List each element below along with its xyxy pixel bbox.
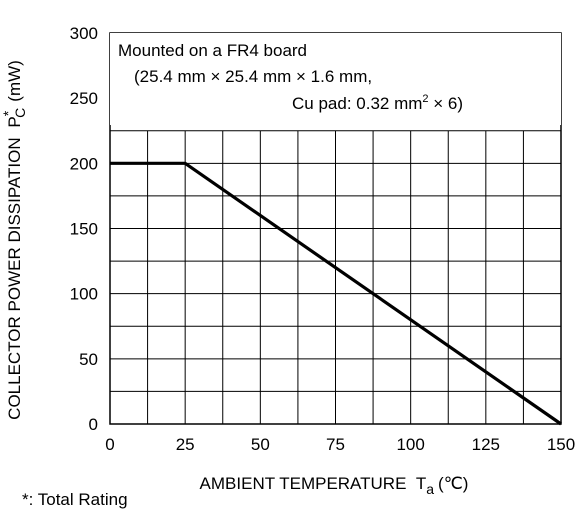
y-tick-label: 200: [70, 154, 98, 173]
annotation-line-3-text: Cu pad: 0.32 mm: [292, 94, 423, 113]
footnote: *: Total Rating: [22, 490, 128, 509]
x-tick-label: 0: [105, 435, 114, 454]
x-tick-label: 100: [396, 435, 424, 454]
x-tick-label: 150: [547, 435, 575, 454]
annotation-line-3: Cu pad: 0.32 mm2 × 6): [292, 91, 463, 117]
y-axis-title: COLLECTOR POWER DISSIPATION P*C (mW): [0, 60, 28, 420]
x-tick-label: 125: [472, 435, 500, 454]
y-axis-symbol: P: [5, 116, 24, 127]
y-tick-label: 50: [79, 350, 98, 369]
y-axis-symbol-sub: C: [12, 108, 28, 118]
annotation-line-3-tail: × 6): [428, 94, 464, 113]
y-tick-label: 300: [70, 24, 98, 43]
y-axis-unit: (mW): [5, 60, 24, 102]
x-tick-label: 75: [326, 435, 345, 454]
x-axis-unit: (℃): [438, 474, 468, 493]
y-axis-symbol-sup: *: [0, 110, 16, 116]
mounting-condition-annotation: Mounted on a FR4 board (25.4 mm × 25.4 m…: [110, 33, 561, 125]
y-tick-label: 100: [70, 285, 98, 304]
x-axis-symbol-sub: a: [426, 481, 434, 497]
x-tick-label: 50: [251, 435, 270, 454]
x-axis-title: AMBIENT TEMPERATURE Ta (℃): [200, 474, 469, 497]
x-axis-symbol: T: [416, 474, 426, 493]
y-tick-label: 150: [70, 220, 98, 239]
annotation-line-2: (25.4 mm × 25.4 mm × 1.6 mm,: [134, 67, 373, 86]
y-tick-label: 0: [89, 415, 98, 434]
x-tick-labels: 0 25 50 75 100 125 150: [105, 435, 575, 454]
x-axis-label: AMBIENT TEMPERATURE: [200, 474, 407, 493]
x-tick-label: 25: [176, 435, 195, 454]
y-tick-labels: 0 50 100 150 200 250 300: [70, 24, 98, 434]
grid-lines: [110, 130, 561, 424]
annotation-line-3-exponent: 2: [422, 93, 429, 105]
y-tick-label: 250: [70, 89, 98, 108]
series-group: [110, 161, 562, 426]
annotation-line-1: Mounted on a FR4 board: [118, 41, 308, 60]
series-line-derating: [110, 161, 562, 426]
y-axis-label: COLLECTOR POWER DISSIPATION: [5, 137, 24, 419]
